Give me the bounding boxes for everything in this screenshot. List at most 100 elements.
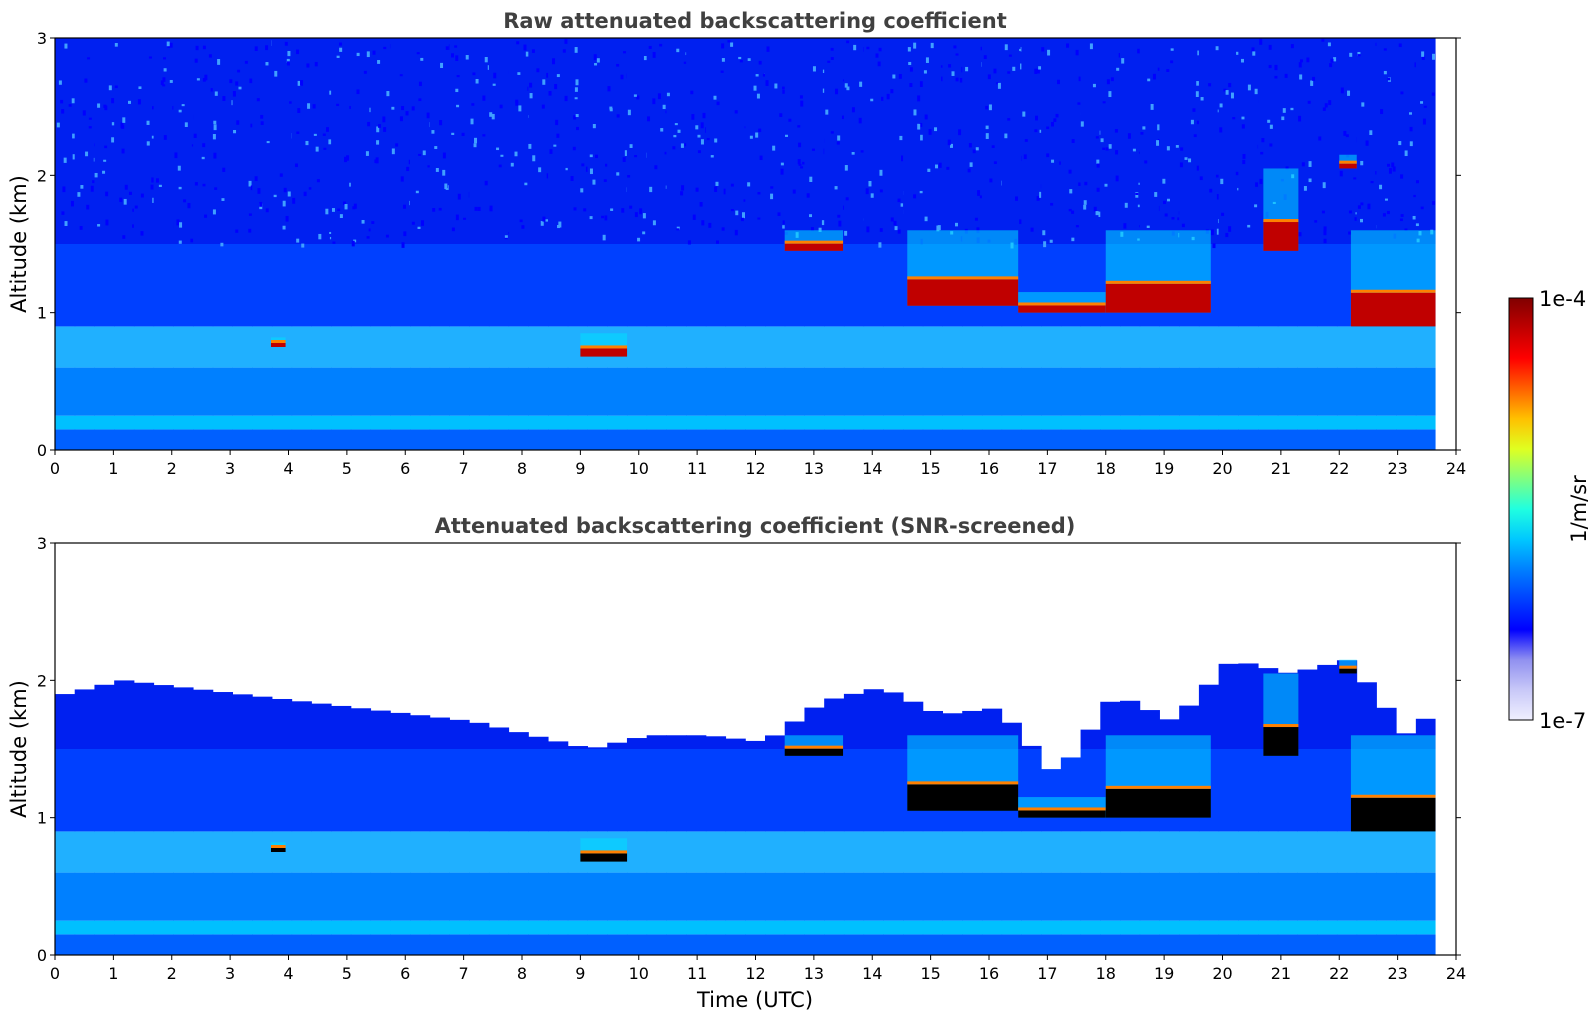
- noise-speck: [346, 155, 350, 161]
- aerosol-cell: [311, 326, 332, 368]
- noise-speck: [556, 133, 560, 138]
- noise-speck: [870, 193, 874, 198]
- aerosol-cell: [725, 749, 746, 832]
- aerosol-cell: [1001, 934, 1022, 955]
- aerosol-cell: [804, 831, 825, 873]
- noise-speck: [1078, 76, 1082, 82]
- noise-speck: [946, 166, 950, 170]
- aerosol-cell: [1198, 872, 1220, 921]
- noise-speck: [1321, 210, 1325, 214]
- noise-speck: [331, 208, 335, 212]
- aerosol-cell: [212, 38, 234, 244]
- noise-speck: [155, 178, 159, 183]
- x-tick-label: 5: [342, 964, 352, 983]
- noise-speck: [1400, 214, 1404, 217]
- aerosol-cell: [350, 244, 372, 327]
- noise-speck: [1115, 150, 1119, 155]
- aerosol-cell: [1396, 429, 1417, 450]
- noise-speck: [97, 103, 101, 108]
- noise-speck: [274, 70, 278, 77]
- aerosol-cell: [1258, 920, 1279, 935]
- aerosol-cell: [528, 429, 549, 450]
- noise-speck: [1312, 76, 1316, 81]
- noise-speck: [103, 159, 107, 162]
- aerosol-cell: [311, 244, 332, 327]
- noise-speck: [892, 74, 896, 79]
- noise-speck: [140, 231, 144, 236]
- noise-speck: [532, 155, 536, 162]
- aerosol-cell: [646, 367, 667, 416]
- noise-speck: [730, 208, 734, 212]
- noise-speck: [356, 52, 360, 57]
- noise-speck: [983, 55, 987, 60]
- noise-speck: [202, 78, 206, 82]
- aerosol-cell: [1218, 367, 1239, 416]
- aerosol-cell: [488, 872, 510, 921]
- noise-speck: [418, 153, 422, 156]
- noise-speck: [1281, 116, 1285, 121]
- aerosol-cell: [1021, 872, 1042, 921]
- noise-speck: [418, 98, 422, 102]
- cloud-core: [1105, 788, 1211, 818]
- aerosol-cell: [74, 872, 95, 921]
- aerosol-cell: [1120, 38, 1141, 244]
- noise-speck: [757, 192, 761, 195]
- noise-speck: [1383, 48, 1387, 51]
- noise-speck: [1391, 162, 1395, 168]
- aerosol-cell: [1139, 831, 1160, 873]
- noise-speck: [575, 79, 579, 86]
- aerosol-cell: [212, 367, 234, 416]
- cloud-edge: [270, 340, 286, 343]
- noise-speck: [484, 56, 488, 63]
- aerosol-cell: [922, 934, 944, 955]
- noise-speck: [993, 68, 997, 74]
- noise-speck: [1409, 126, 1413, 132]
- noise-speck: [213, 152, 217, 159]
- noise-speck: [810, 227, 814, 231]
- aerosol-cell: [962, 934, 983, 955]
- aerosol-cell: [1041, 872, 1062, 921]
- aerosol-cell: [311, 38, 332, 244]
- noise-speck: [492, 83, 496, 86]
- noise-speck: [61, 211, 65, 215]
- aerosol-cell: [173, 367, 194, 416]
- aerosol-cell: [488, 934, 510, 955]
- noise-speck: [382, 116, 386, 123]
- aerosol-cell: [1100, 38, 1121, 244]
- aerosol-cell: [962, 367, 983, 416]
- aerosol-cell: [883, 692, 904, 749]
- noise-speck: [372, 50, 376, 55]
- aerosol-cell: [1001, 831, 1022, 873]
- aerosol-cell: [114, 429, 135, 450]
- noise-speck: [472, 72, 476, 76]
- aerosol-cell: [370, 934, 391, 955]
- noise-speck: [451, 53, 455, 58]
- noise-speck: [919, 81, 923, 87]
- noise-speck: [201, 156, 205, 160]
- noise-speck: [652, 98, 656, 105]
- noise-speck: [642, 213, 646, 219]
- noise-speck: [62, 186, 66, 193]
- noise-speck: [1193, 134, 1197, 138]
- noise-speck: [1188, 158, 1192, 163]
- aerosol-cell: [548, 429, 569, 450]
- noise-speck: [802, 161, 806, 165]
- noise-speck: [836, 141, 840, 145]
- aerosol-cell: [173, 749, 194, 832]
- noise-speck: [721, 58, 725, 62]
- noise-speck: [287, 191, 291, 197]
- aerosol-cell: [291, 429, 312, 450]
- noise-speck: [844, 230, 848, 236]
- noise-speck: [1252, 51, 1256, 56]
- x-tick-label: 22: [1329, 459, 1349, 478]
- aerosol-cell: [370, 415, 391, 430]
- cloud-core: [1018, 305, 1106, 313]
- aerosol-cell: [331, 367, 352, 416]
- noise-speck: [574, 47, 578, 53]
- noise-speck: [601, 215, 605, 219]
- aerosol-cell: [390, 712, 411, 749]
- aerosol-cell: [824, 920, 845, 935]
- aerosol-cell: [271, 934, 293, 955]
- noise-speck: [845, 197, 849, 201]
- noise-speck: [222, 167, 226, 172]
